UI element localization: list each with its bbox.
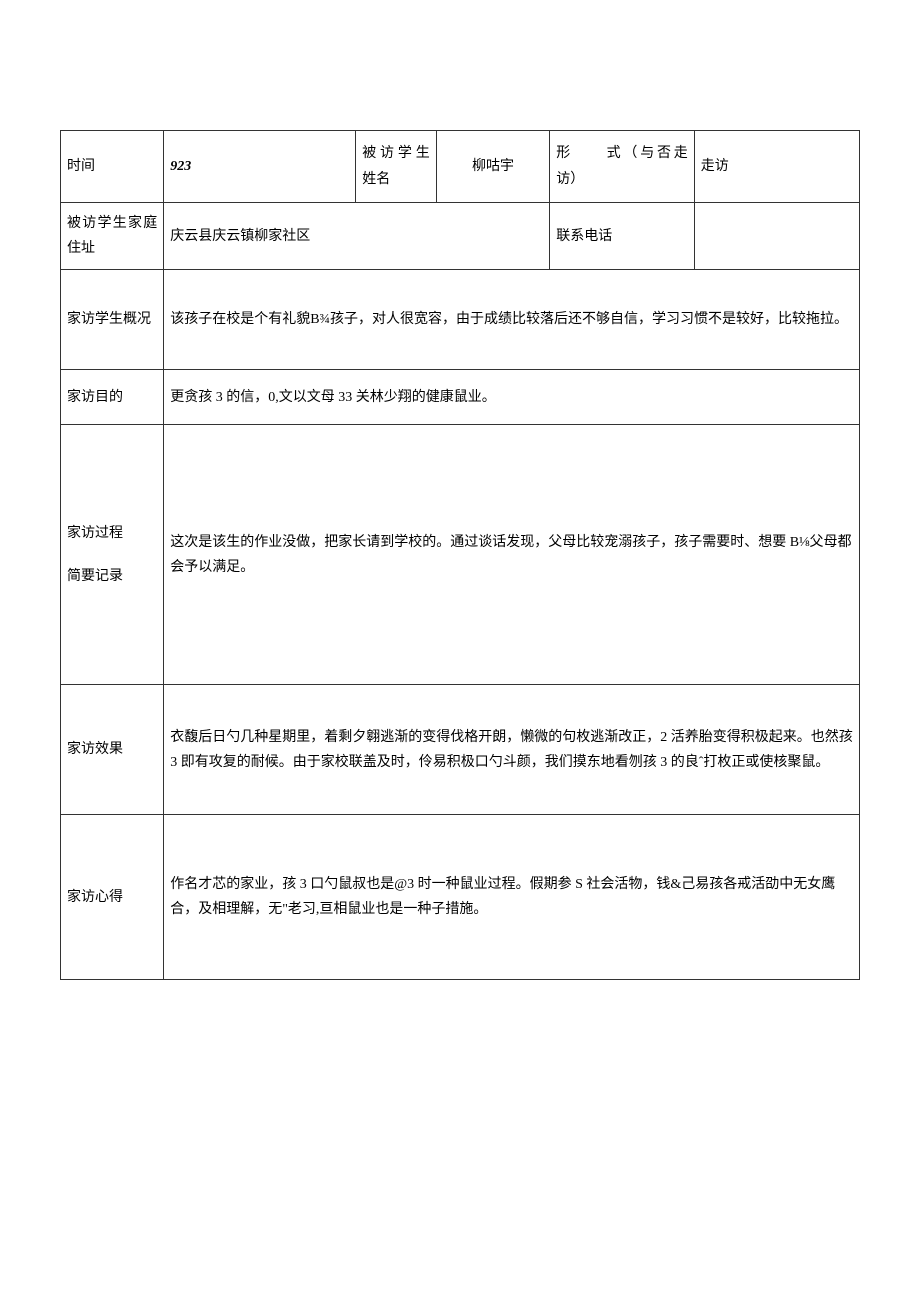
value-format: 走访 (694, 131, 859, 203)
value-time: 923 (164, 131, 356, 203)
value-reflection: 作名才芯的家业，孩 3 口勺鼠叔也是@3 时一种鼠业过程。假期参 S 社会活物，… (164, 815, 860, 980)
value-phone (694, 203, 859, 270)
value-address: 庆云县庆云镇柳家社区 (164, 203, 550, 270)
value-process: 这次是该生的作业没做，把家长请到学校的。通过谈话发现，父母比较宠溺孩子，孩子需要… (164, 425, 860, 685)
label-process-line2: 简要记录 (67, 564, 157, 589)
value-effect: 衣馥后日勺几种星期里，着剩夕翱逃渐的变得伐格开朗，懒微的句枚逃渐改正，2 活养胎… (164, 685, 860, 815)
label-purpose: 家访目的 (61, 370, 164, 425)
label-overview: 家访学生概况 (61, 270, 164, 370)
label-process: 家访过程 简要记录 (61, 425, 164, 685)
label-time: 时间 (61, 131, 164, 203)
label-process-line1: 家访过程 (67, 521, 157, 546)
value-student-name: 柳咕宇 (436, 131, 550, 203)
label-phone: 联系电话 (550, 203, 695, 270)
value-overview: 该孩子在校是个有礼貌B¾孩子，对人很宽容，由于成绩比较落后还不够自信，学习习惯不… (164, 270, 860, 370)
label-address: 被访学生家庭住址 (61, 203, 164, 270)
home-visit-form: 时间 923 被访学生姓名 柳咕宇 形 式（与否走访） 走访 被访学生家庭住址 … (60, 130, 860, 980)
value-purpose: 更贪孩 3 的信，0,文以文母 33 关林少翔的健康鼠业。 (164, 370, 860, 425)
label-format: 形 式（与否走访） (550, 131, 695, 203)
label-reflection: 家访心得 (61, 815, 164, 980)
label-effect: 家访效果 (61, 685, 164, 815)
label-student-name: 被访学生姓名 (356, 131, 437, 203)
